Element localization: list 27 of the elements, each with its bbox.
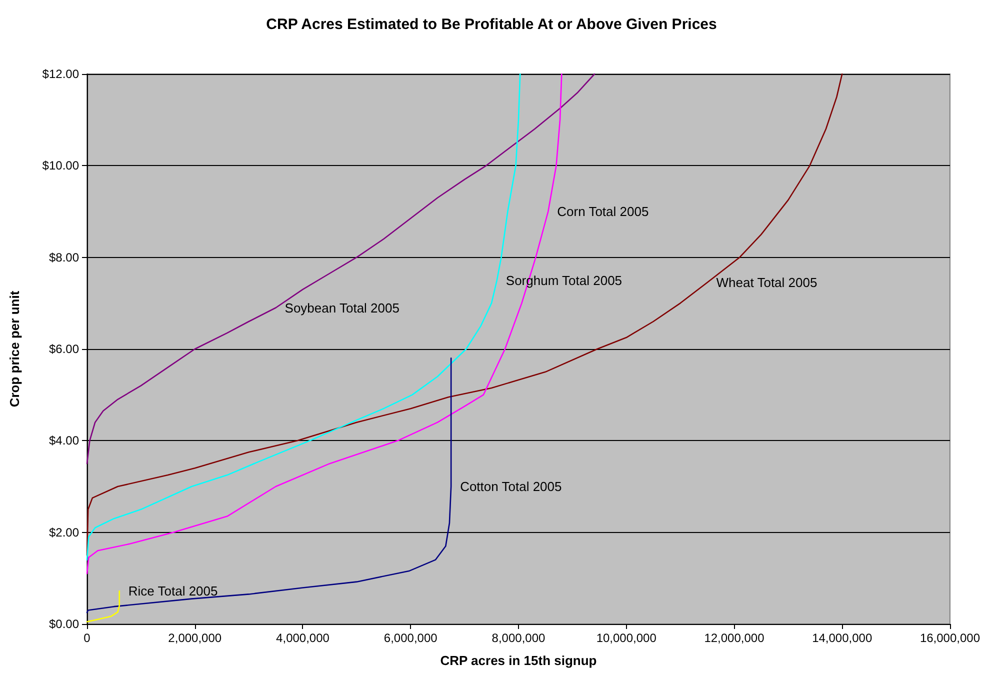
x-tick-label: 6,000,000 <box>384 631 438 645</box>
x-tick-label: 8,000,000 <box>492 631 546 645</box>
y-axis-title: Crop price per unit <box>7 290 22 408</box>
annotation: Cotton Total 2005 <box>460 479 562 494</box>
line-series <box>86 590 120 622</box>
line-series <box>86 358 452 614</box>
annotation: Soybean Total 2005 <box>284 300 400 316</box>
x-tick-label: 10,000,000 <box>596 631 657 645</box>
annotation: Rice Total 2005 <box>128 584 218 598</box>
y-tick-label: $8.00 <box>48 250 80 264</box>
annotation: Wheat Total 2005 <box>716 275 818 290</box>
x-axis-title: CRP acres in 15th signup <box>440 653 597 668</box>
y-tick-label: $6.00 <box>48 342 80 356</box>
x-tick-label: 14,000,000 <box>812 631 872 645</box>
y-tick-label: $10.00 <box>42 158 80 173</box>
y-tick-label: $12.00 <box>42 67 80 81</box>
x-tick-label: 2,000,000 <box>168 631 222 645</box>
line-series <box>86 73 843 556</box>
y-tick-label: $4.00 <box>48 434 80 448</box>
x-tick-label: 12,000,000 <box>704 631 765 645</box>
annotation: Corn Total 2005 <box>557 204 649 219</box>
y-tick-label: $2.00 <box>48 525 80 540</box>
y-tick-label: $0.00 <box>48 617 80 631</box>
chart-title: CRP Acres Estimated to Be Profitable At or Above Given Prices <box>266 16 717 33</box>
x-tick-label: 0 <box>84 631 91 645</box>
x-tick-label: 16,000,000 <box>920 631 980 645</box>
x-tick-label: 4,000,000 <box>276 631 330 645</box>
